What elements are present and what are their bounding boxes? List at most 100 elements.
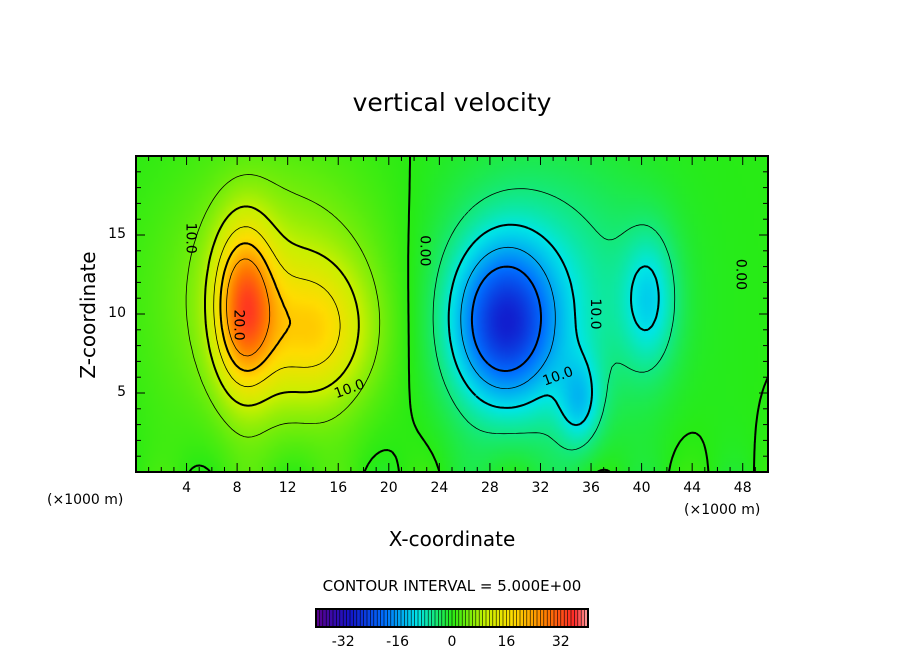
colorbar-swatch: [431, 609, 436, 627]
velocity-field-heatmap: [136, 156, 768, 472]
contour-line-0: [188, 156, 769, 473]
colorbar-swatch: [486, 609, 490, 627]
contour-line-5: [185, 174, 381, 438]
colorbar-swatch: [346, 609, 351, 627]
colorbar-swatch: [530, 609, 534, 627]
colorbar-swatch: [316, 609, 320, 627]
colorbar-swatch: [353, 609, 358, 627]
colorbar-swatch: [513, 609, 517, 627]
colorbar-swatch: [577, 609, 582, 627]
colorbar-swatch: [377, 609, 381, 627]
colorbar-tick-label: 0: [448, 634, 457, 650]
x-tick-label: 48: [733, 480, 752, 496]
colorbar-swatch: [363, 609, 368, 627]
contour-label: 0.00: [732, 259, 748, 290]
colorbar-swatch: [479, 609, 483, 627]
colorbar-swatch: [394, 609, 398, 627]
colorbar-swatch: [550, 609, 555, 627]
colorbar-swatch: [564, 609, 568, 627]
colorbar-swatch: [584, 609, 589, 627]
colorbar-swatch: [401, 609, 405, 627]
colorbar-swatch: [509, 609, 514, 627]
colorbar-tick-label: 32: [552, 634, 570, 650]
colorbar-swatch: [472, 609, 477, 627]
contour-line-neg10: [447, 223, 660, 427]
contour-label: 10.0: [587, 298, 603, 329]
colorbar-swatch: [526, 609, 531, 627]
colorbar-tick-label: -32: [332, 634, 355, 650]
colorbar-swatch: [441, 609, 446, 627]
x-tick-label: 16: [329, 480, 348, 496]
contour-label: 10.0: [183, 223, 199, 254]
colorbar-swatch: [503, 609, 507, 627]
x-tick-label: 32: [531, 480, 550, 496]
colorbar-swatch: [387, 609, 392, 627]
y-tick-label: 10: [108, 305, 126, 321]
colorbar-swatch: [360, 609, 364, 627]
colorbar-swatch: [343, 609, 347, 627]
colorbar-swatch: [424, 609, 429, 627]
colorbar-swatch: [523, 609, 528, 627]
colorbar-swatch: [540, 609, 545, 627]
colorbar-swatch: [411, 609, 415, 627]
colorbar-swatch: [414, 609, 419, 627]
y-tick-label: 15: [108, 226, 126, 242]
x-tick-label: 36: [582, 480, 600, 496]
colorbar-swatch: [350, 609, 354, 627]
chart-title: vertical velocity: [352, 88, 552, 117]
x-tick-label: 8: [232, 480, 242, 496]
colorbar-swatch: [560, 609, 565, 627]
colorbar-frame: [315, 608, 589, 628]
contour-label: 0.00: [416, 235, 432, 266]
colorbar-swatch: [329, 609, 334, 627]
colorbar-swatch: [547, 609, 551, 627]
colorbar-swatch: [418, 609, 422, 627]
colorbar-swatch: [571, 609, 575, 627]
colorbar-tick-label: -16: [386, 634, 409, 650]
colorbar-swatch: [465, 609, 470, 627]
contour-label: 10.0: [541, 364, 576, 390]
colorbar-swatch: [445, 609, 449, 627]
colorbar-swatch: [475, 609, 480, 627]
colorbar-swatch: [567, 609, 572, 627]
contour-line-10: [204, 205, 360, 407]
colorbar-swatch: [506, 609, 511, 627]
x-tick-label: 40: [632, 480, 651, 496]
colorbar-swatch: [448, 609, 453, 627]
colorbar-swatch: [404, 609, 409, 627]
colorbar-swatch: [489, 609, 494, 627]
colorbar-swatch: [496, 609, 500, 627]
x-unit-label: (×1000 m): [684, 502, 761, 518]
x-tick-label: 28: [480, 480, 499, 496]
contour-interval-label: CONTOUR INTERVAL = 5.000E+00: [322, 577, 582, 595]
contour-line-neg15: [460, 246, 556, 389]
colorbar-swatch: [322, 609, 327, 627]
colorbar-swatch: [373, 609, 378, 627]
colorbar-swatch: [435, 609, 439, 627]
colorbar-swatch: [428, 609, 432, 627]
colorbar-swatch: [390, 609, 395, 627]
colorbar-swatch: [407, 609, 412, 627]
colorbar-swatch: [458, 609, 463, 627]
colorbar-swatch: [557, 609, 562, 627]
colorbar-swatch: [455, 609, 460, 627]
contour-line-20: [219, 242, 292, 372]
x-tick-label: 4: [182, 480, 191, 496]
colorbar-swatch: [336, 609, 341, 627]
colorbar-swatch: [492, 609, 497, 627]
colorbar-swatch: [384, 609, 388, 627]
colorbar-swatch: [462, 609, 466, 627]
contour-label: 20.0: [231, 309, 247, 340]
z-unit-label: (×1000 m): [47, 492, 124, 508]
contour-line-neg5: [432, 188, 676, 451]
contour-line-15: [213, 226, 341, 388]
colorbar-swatch: [516, 609, 521, 627]
colorbar-swatch: [533, 609, 538, 627]
x-tick-label: 24: [430, 480, 449, 496]
colorbar-swatch: [339, 609, 344, 627]
x-axis-label: X-coordinate: [388, 527, 516, 551]
colorbar-swatch: [356, 609, 361, 627]
colorbar-swatch: [421, 609, 426, 627]
